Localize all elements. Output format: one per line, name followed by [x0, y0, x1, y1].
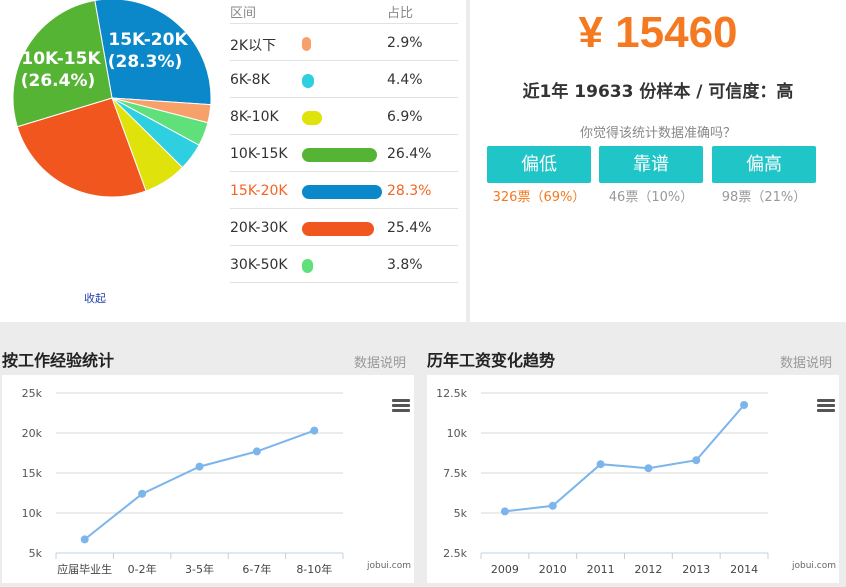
data-point[interactable] [740, 401, 749, 409]
row-bar [302, 185, 382, 199]
x-tick-label: 2013 [682, 563, 710, 576]
row-range: 20K-30K [230, 220, 288, 236]
header-pct: 占比 [387, 6, 414, 21]
row-bar [302, 37, 311, 51]
data-point[interactable] [596, 460, 605, 469]
pie-slice [12, 0, 113, 128]
pie-label-15k-20k-pct: (28.3%) [108, 52, 183, 72]
pie-label-10k-15k-pct: (26.4%) [21, 71, 96, 91]
x-tick-label: 2010 [539, 563, 567, 576]
row-range: 6K-8K [230, 72, 270, 88]
distribution-row: 6K-8K 4.4% [230, 61, 458, 98]
data-point[interactable] [548, 501, 557, 510]
series-line [504, 404, 745, 513]
experience-line-chart: 5k 10k 15k 20k 25k 应届毕业生 0-2年 3-5年 6-7年 8-10年 [22, 387, 344, 576]
row-pct: 4.4% [387, 72, 423, 88]
row-range: 10K-15K [230, 146, 288, 162]
row-pct: 3.8% [387, 257, 423, 273]
data-point[interactable] [692, 456, 701, 465]
data-point[interactable] [138, 489, 147, 498]
data-point[interactable] [195, 462, 204, 471]
trend-chart-title: 历年工资变化趋势 [427, 351, 556, 370]
data-point[interactable] [644, 464, 653, 473]
experience-chart-menu-icon[interactable] [392, 399, 410, 413]
sample-info: 近1年 19633 份样本 / 可信度：高 [522, 82, 794, 102]
row-bar [302, 222, 374, 236]
row-pct: 6.9% [387, 109, 423, 125]
y-tick-label: 15k [22, 467, 43, 480]
data-point[interactable] [500, 507, 509, 516]
pie-label-15k-20k-name: 15K-20K [108, 30, 188, 50]
row-range: 8K-10K [230, 109, 279, 125]
y-tick-label: 12.5k [436, 387, 467, 400]
experience-chart-credit: jobui.com [367, 561, 412, 571]
x-tick-label: 2011 [587, 563, 615, 576]
row-bar [302, 74, 315, 88]
row-bar [302, 148, 377, 162]
x-tick-label: 2014 [730, 563, 758, 576]
vote-accurate-button[interactable]: 靠谱 [599, 146, 703, 183]
collapse-link[interactable]: 收起 [84, 292, 106, 305]
pie-slice [16, 97, 147, 198]
data-point[interactable] [310, 426, 319, 435]
vote-high-count: 98票（21%） [721, 190, 807, 205]
header-range: 区间 [230, 6, 257, 21]
x-tick-label: 应届毕业生 [57, 562, 112, 576]
y-tick-label: 5k [29, 547, 43, 560]
x-tick-label: 2012 [634, 563, 662, 576]
row-pct: 25.4% [387, 220, 432, 236]
y-tick-label: 25k [22, 387, 43, 400]
pie-slice [94, 0, 212, 106]
distribution-row: 10K-15K 26.4% [230, 135, 458, 172]
accuracy-question: 你觉得该统计数据准确吗？ [579, 126, 736, 141]
x-tick-label: 3-5年 [185, 562, 214, 576]
row-pct: 28.3% [387, 183, 432, 199]
data-point[interactable] [252, 447, 261, 456]
vote-low-count: 326票（69%） [492, 190, 586, 205]
trend-line-chart: 2.5k 5k 7.5k 10k 12.5k 2009 2010 2011 2012 2013 20… [436, 387, 769, 576]
vote-high-button[interactable]: 偏高 [712, 146, 816, 183]
y-tick-label: 2.5k [443, 547, 467, 560]
salary-pie-chart: 15K-20K (28.3%) 10K-15K (26.4%) [12, 0, 212, 198]
series-line [84, 429, 315, 541]
trend-chart-menu-icon[interactable] [817, 399, 835, 413]
experience-chart-title: 按工作经验统计 [2, 351, 115, 370]
pie-label-10k-15k-name: 10K-15K [21, 49, 101, 69]
y-tick-label: 20k [22, 427, 43, 440]
vote-accurate-count: 46票（10%） [608, 190, 694, 205]
x-tick-label: 8-10年 [296, 562, 332, 576]
x-tick-label: 6-7年 [242, 562, 271, 576]
distribution-row: 8K-10K 6.9% [230, 98, 458, 135]
x-tick-label: 2009 [491, 563, 519, 576]
distribution-row: 2K以下 2.9% [230, 24, 458, 61]
row-range: 2K以下 [230, 38, 277, 54]
salary-summary-panel: ¥ 15460 近1年 19633 份样本 / 可信度：高 你觉得该统计数据准确… [470, 0, 846, 322]
row-range: 15K-20K [230, 183, 288, 199]
salary-distribution-panel: 15K-20K (28.3%) 10K-15K (26.4%) 区间 占比 2K… [0, 0, 466, 322]
distribution-row: 20K-30K 25.4% [230, 209, 458, 246]
vote-low-button[interactable]: 偏低 [487, 146, 591, 183]
trend-chart-credit: jobui.com [792, 561, 837, 571]
experience-chart: 5k 10k 15k 20k 25k 应届毕业生 0-2年 3-5年 6-7年 8-10年 job… [2, 375, 414, 583]
row-range: 30K-50K [230, 257, 288, 273]
y-tick-label: 10k [22, 507, 43, 520]
trend-data-note-link[interactable]: 数据说明 [780, 356, 833, 371]
row-pct: 2.9% [387, 35, 423, 51]
y-tick-label: 5k [454, 507, 468, 520]
distribution-table: 区间 占比 2K以下 2.9% 6K-8K 4.4% 8K-10K 6.9% 10K-15K… [230, 0, 458, 283]
trend-chart: 2.5k 5k 7.5k 10k 12.5k 2009 2010 2011 2012 2013 20… [427, 375, 839, 583]
y-tick-label: 7.5k [443, 467, 467, 480]
row-bar [302, 259, 313, 273]
y-tick-label: 10k [447, 427, 468, 440]
experience-data-note-link[interactable]: 数据说明 [354, 356, 407, 371]
data-point[interactable] [80, 535, 89, 544]
row-bar [302, 111, 322, 125]
average-salary: ¥ 15460 [578, 8, 738, 57]
distribution-table-header: 区间 占比 [230, 0, 458, 24]
x-tick-label: 0-2年 [128, 562, 157, 576]
distribution-row: 30K-50K 3.8% [230, 246, 458, 283]
distribution-row: 15K-20K 28.3% [230, 172, 458, 209]
row-pct: 26.4% [387, 146, 432, 162]
